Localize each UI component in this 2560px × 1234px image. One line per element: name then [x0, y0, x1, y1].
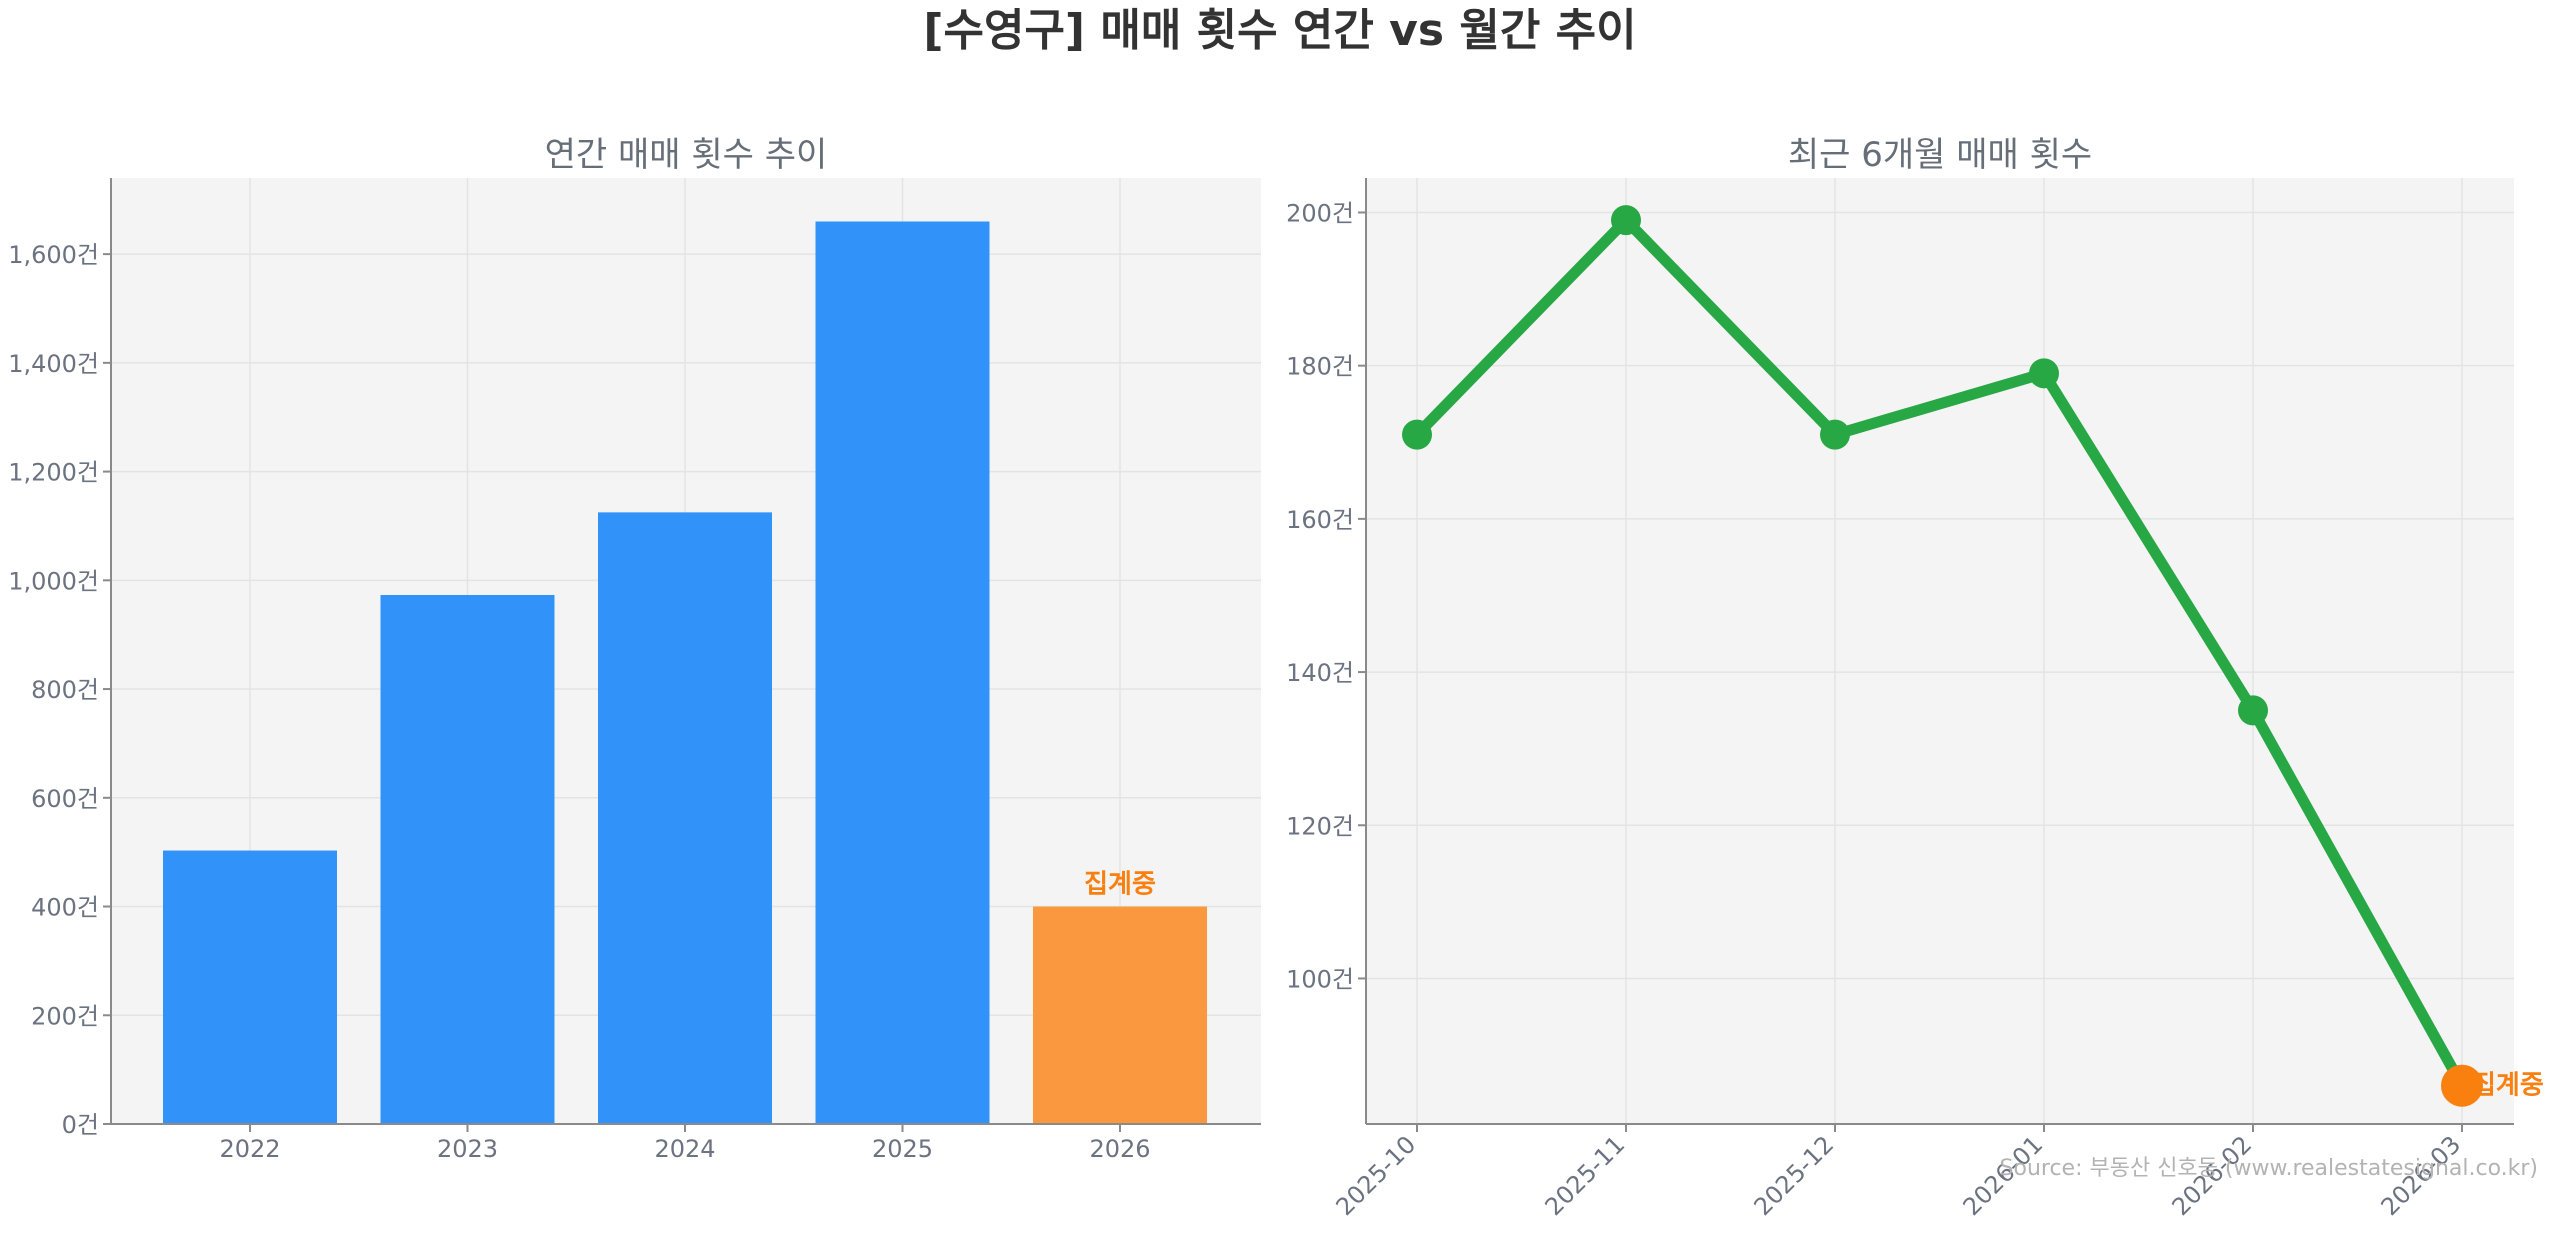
line-x-tick-label: 2025-12	[1749, 1130, 1840, 1221]
source-credit: Source: 부동산 신호등 (www.realestatesignal.co…	[1999, 1156, 2538, 1181]
bar-x-tick-label: 2023	[437, 1135, 498, 1163]
line-point-2025-10	[1402, 419, 1432, 450]
bar-y-tick-label: 1,600건	[8, 241, 99, 269]
bar-x-tick-label: 2025	[872, 1135, 933, 1163]
bar-x-tick-label: 2024	[654, 1135, 715, 1163]
line-y-tick-label: 200건	[1286, 199, 1354, 227]
line-x-tick-label: 2025-10	[1331, 1130, 1422, 1221]
line-point-2026-02	[2238, 695, 2268, 726]
line-point-2026-03	[2441, 1064, 2483, 1107]
bar-x-tick-label: 2026	[1089, 1135, 1150, 1163]
line-point-2026-01	[2029, 358, 2059, 389]
line-y-tick-label: 100건	[1286, 965, 1354, 993]
bar-2025	[815, 221, 990, 1124]
line-y-tick-label: 160건	[1286, 506, 1354, 534]
bar-x-ticks: 2022 2023 2024 2025 2026	[219, 1124, 1151, 1163]
bar-marks: 집계중	[163, 221, 1207, 1124]
line-marks: 집계중	[1402, 205, 2544, 1107]
bar-2022	[163, 850, 337, 1124]
bar-x-tick-label: 2022	[219, 1135, 280, 1163]
bar-y-tick-label: 1,400건	[8, 350, 99, 378]
line-chart-title: 최근 6개월 매매 횟수	[1788, 135, 2092, 175]
bar-2023	[380, 595, 555, 1124]
bar-y-tick-label: 400건	[31, 894, 99, 922]
line-point-2025-11	[1611, 205, 1641, 236]
line-point-2025-12	[1820, 419, 1850, 450]
line-series	[1411, 214, 2468, 1092]
bar-y-tick-label: 1,200건	[8, 459, 99, 487]
bar-chart-title: 연간 매매 횟수 추이	[545, 135, 828, 175]
bar-y-tick-label: 1,000건	[8, 567, 99, 595]
line-plot-area	[1366, 178, 2514, 1124]
line-y-ticks: 100건 120건 140건 160건 180건 200건	[1286, 199, 1366, 993]
bar-chart-panel: 집계중 0건 200건 400건 600건 800건 1,000건 1,200건 1,400건…	[8, 135, 1261, 1163]
bar-y-ticks: 0건 200건 400건 600건 800건 1,000건 1,200건 1,400건 1,60…	[8, 241, 111, 1139]
line-y-tick-label: 180건	[1286, 353, 1354, 381]
line-chart-panel: 집계중 100건 120건 140건 160건 180건 200건 2025-10 2025…	[1286, 135, 2544, 1221]
line-partial-annotation: 집계중	[2472, 1071, 2544, 1101]
bar-y-tick-label: 200건	[31, 1002, 99, 1030]
bar-y-tick-label: 0건	[62, 1111, 99, 1139]
line-y-tick-label: 120건	[1286, 812, 1354, 840]
bar-y-tick-label: 800건	[31, 676, 99, 704]
line-x-tick-label: 2025-11	[1540, 1130, 1631, 1221]
bar-2026	[1033, 906, 1207, 1124]
line-y-tick-label: 140건	[1286, 659, 1354, 687]
bar-y-tick-label: 600건	[31, 785, 99, 813]
bar-partial-annotation: 집계중	[1084, 870, 1156, 900]
bar-2024	[598, 512, 772, 1124]
line-grid	[1366, 178, 2514, 1124]
main-title: [수영구] 매매 횟수 연간 vs 월간 추이	[923, 5, 1637, 56]
